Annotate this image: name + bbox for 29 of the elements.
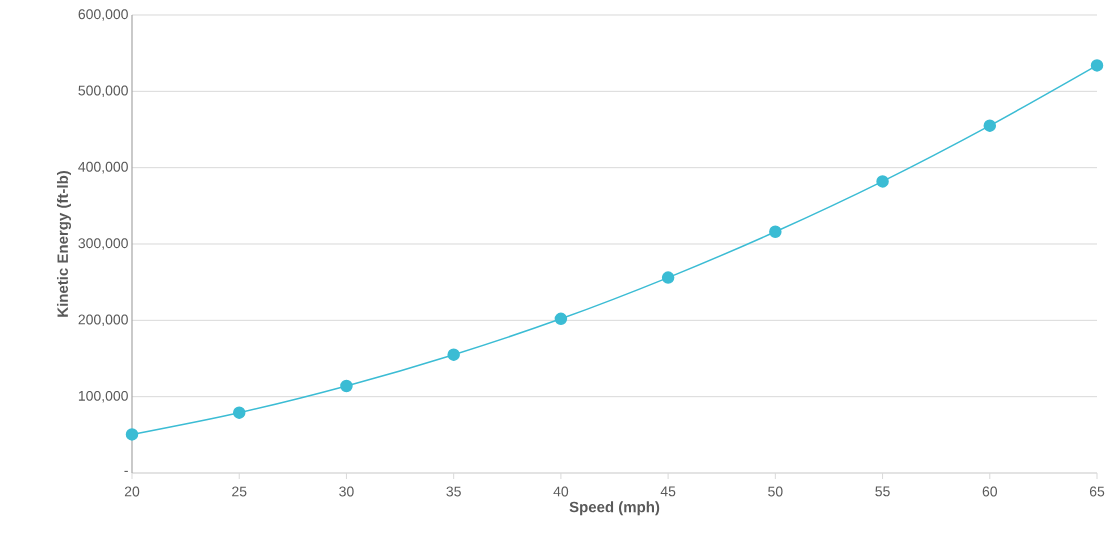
- point: [769, 225, 782, 239]
- x-tick-label: 50: [768, 486, 783, 497]
- point: [232, 406, 246, 419]
- point: [447, 348, 460, 361]
- x-axis-title: Speed (mph): [569, 501, 660, 516]
- y-tick-label: 100,000: [78, 390, 128, 403]
- x-tick-label: 45: [660, 486, 676, 497]
- x-tick-label: 60: [982, 486, 998, 497]
- x-tick-label: 25: [232, 486, 247, 497]
- x-tick-label: 40: [553, 486, 569, 497]
- point: [1090, 59, 1104, 72]
- y-tick-label: 200,000: [78, 314, 128, 327]
- point: [125, 428, 139, 441]
- point: [340, 379, 353, 393]
- x-tick-label: 20: [124, 486, 140, 497]
- x-tick-label: 30: [339, 486, 354, 497]
- x-tick-label: 65: [1089, 486, 1105, 497]
- point: [554, 312, 568, 326]
- x-tick-label: 35: [446, 486, 461, 497]
- x-tick-label: 55: [875, 486, 890, 497]
- y-tick-label: 500,000: [78, 85, 128, 98]
- y-tick-label: 600,000: [78, 9, 128, 21]
- y-axis-title: Kinetic Energy (ft-lb): [56, 171, 72, 317]
- point: [983, 119, 997, 132]
- point: [876, 175, 889, 188]
- y-tick-label: 400,000: [78, 161, 128, 174]
- y-tick-label: 300,000: [78, 238, 128, 250]
- point: [661, 271, 675, 284]
- y-tick-label: -: [124, 470, 128, 472]
